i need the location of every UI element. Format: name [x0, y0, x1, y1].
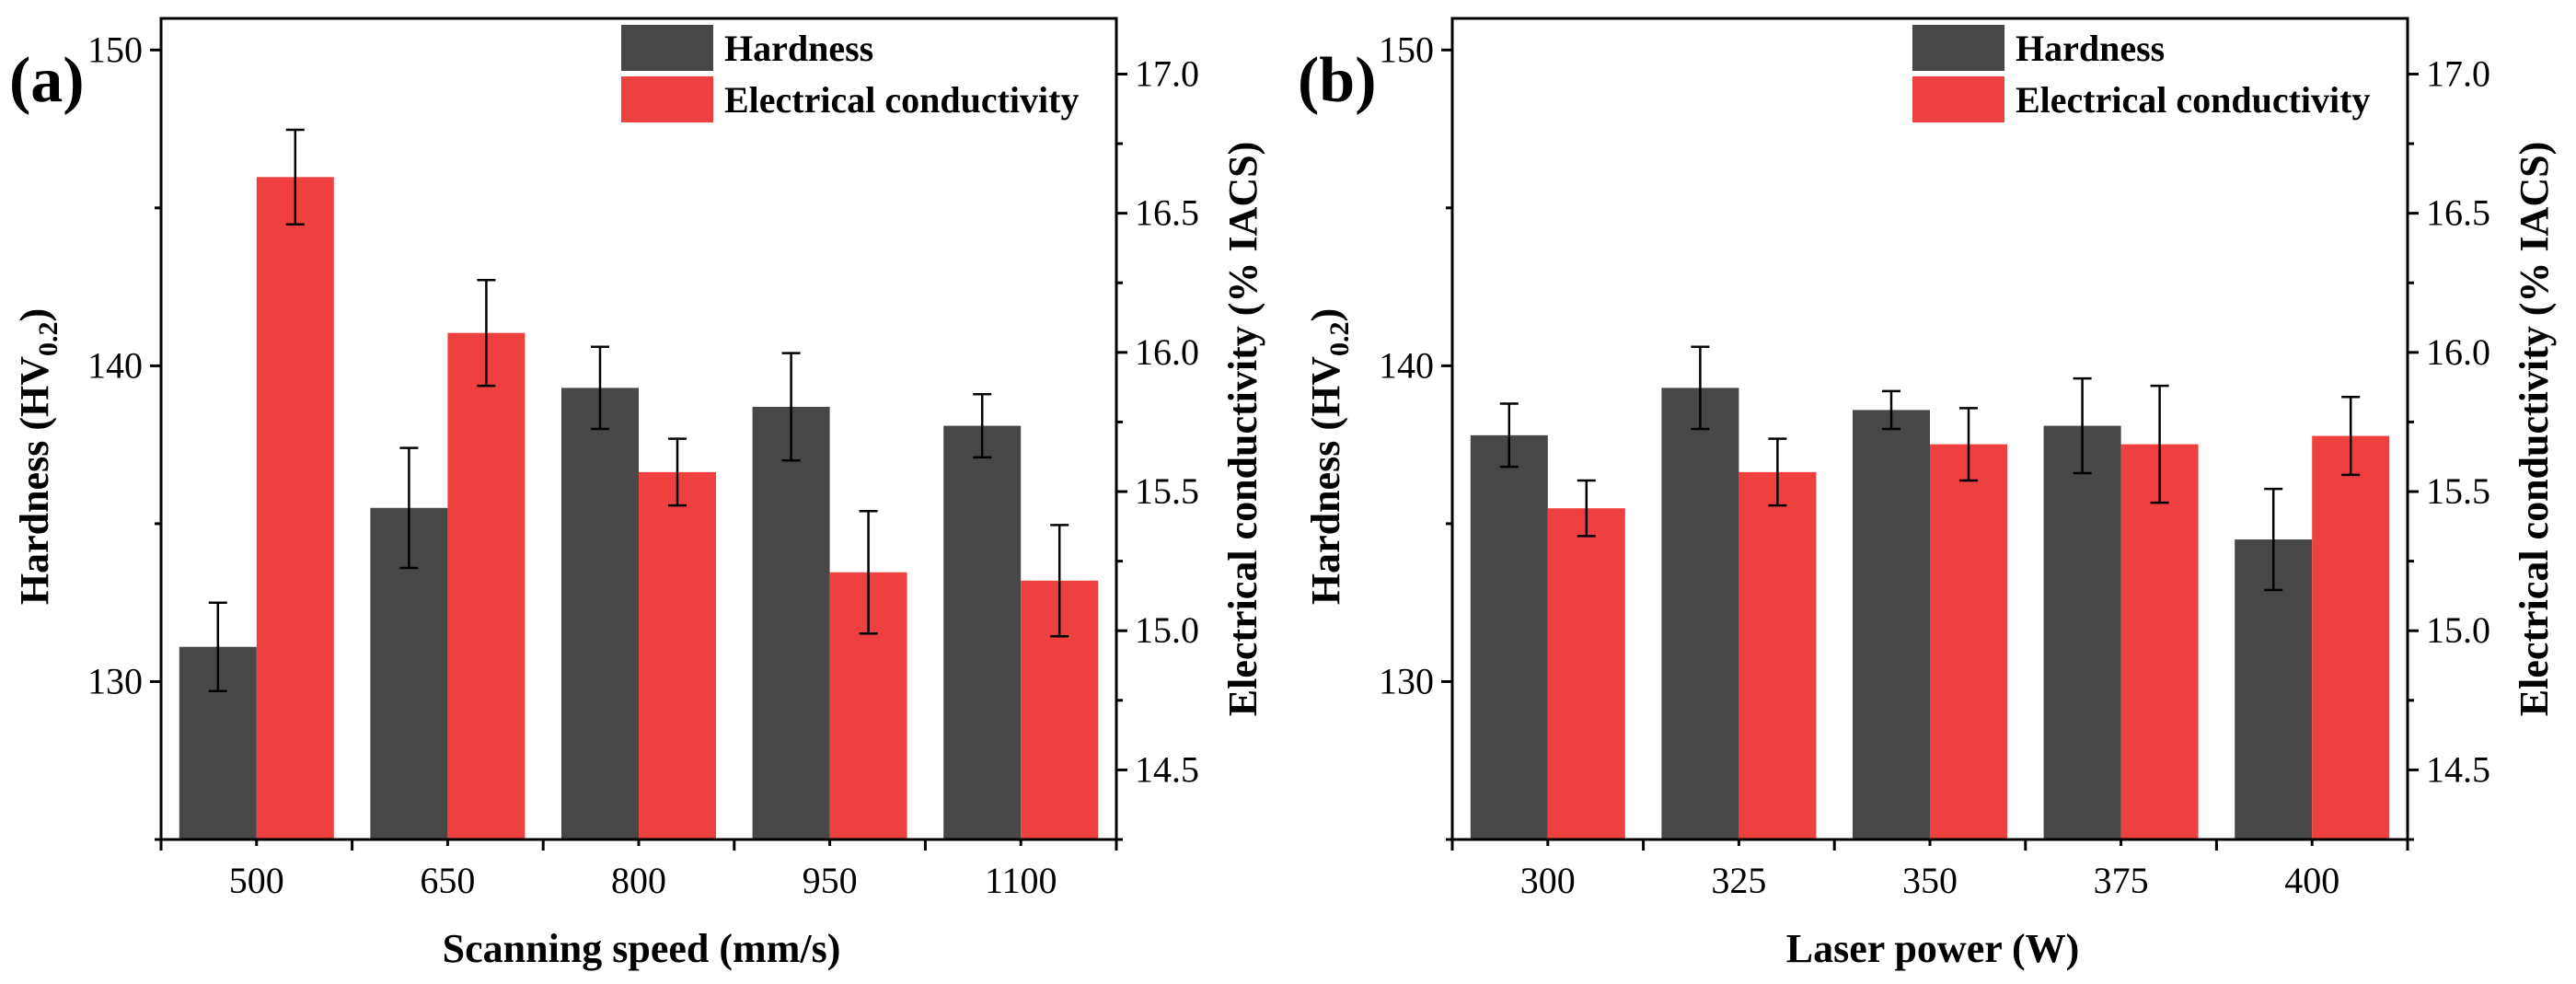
bar-conductivity — [1739, 471, 1817, 839]
legend-swatch-conductivity — [1912, 76, 2004, 122]
legend-label-conductivity: Electrical conductivity — [724, 79, 1079, 121]
y-tick-label-right: 14.5 — [2426, 748, 2490, 790]
x-tick-label: 300 — [1520, 860, 1576, 901]
x-axis-label: Laser power (W) — [1786, 926, 2080, 971]
x-tick-label: 1100 — [985, 860, 1057, 901]
bar-conductivity — [1547, 508, 1625, 839]
y-tick-label-left: 150 — [1379, 29, 1434, 70]
y-tick-label-left: 130 — [1379, 660, 1434, 701]
legend-swatch-hardness — [621, 25, 713, 71]
y-tick-label-right: 16.5 — [2426, 192, 2490, 234]
x-axis-label: Scanning speed (mm/s) — [443, 926, 841, 971]
bar-hardness — [943, 425, 1022, 839]
bar-conductivity — [256, 177, 334, 839]
legend-label-hardness: Hardness — [2016, 28, 2165, 69]
y-tick-label-left: 150 — [87, 29, 143, 70]
bar-conductivity — [639, 471, 716, 839]
bar-conductivity — [2120, 444, 2199, 839]
bar-hardness — [752, 406, 830, 839]
y-tick-label-right: 15.5 — [2426, 470, 2490, 512]
x-tick-label: 400 — [2284, 860, 2339, 901]
legend-swatch-hardness — [1912, 25, 2004, 71]
y-tick-label-right: 16.5 — [1135, 192, 1199, 234]
y-tick-label-right: 16.0 — [2426, 331, 2490, 373]
legend-label-hardness: Hardness — [724, 28, 873, 69]
y-axis-label-right: Electrical conductivity (% IACS) — [1220, 142, 1265, 716]
bar-hardness — [1470, 434, 1548, 839]
bar-hardness — [2043, 425, 2121, 839]
chart-panel-b: 300 325 350 375 400 130 140 150 14.5 15.0 15.5 16.0… — [1298, 17, 2557, 971]
bar-hardness — [561, 388, 639, 839]
y-axis-label-right: Electrical conductivity (% IACS) — [2512, 142, 2557, 716]
x-tick-label: 950 — [803, 860, 858, 901]
y-axis-label-left: Hardness (HV0.2) — [1303, 308, 1355, 605]
bar-hardness — [1661, 388, 1739, 839]
panel-label: (b) — [1298, 45, 1377, 116]
chart-panel-a: 500 650 800 950 1100 130 140 150 14.5 15.0 15.5 16.… — [9, 17, 1265, 971]
y-tick-label-left: 140 — [1379, 344, 1434, 386]
y-tick-label-right: 15.0 — [2426, 609, 2490, 651]
x-tick-label: 500 — [229, 860, 284, 901]
x-tick-label: 650 — [420, 860, 475, 901]
y-tick-label-right: 15.0 — [1135, 609, 1199, 651]
y-tick-label-left: 130 — [87, 660, 143, 701]
bar-conductivity — [447, 332, 526, 839]
x-tick-label: 350 — [1902, 860, 1958, 901]
panel-label: (a) — [9, 45, 85, 116]
y-axis-label-left: Hardness (HV0.2) — [12, 308, 64, 605]
y-tick-label-right: 14.5 — [1135, 748, 1199, 790]
x-tick-label: 800 — [611, 860, 666, 901]
y-tick-label-right: 17.0 — [2426, 52, 2490, 94]
bar-hardness — [1853, 410, 1930, 839]
legend-label-conductivity: Electrical conductivity — [2016, 79, 2370, 121]
x-tick-label: 325 — [1711, 860, 1766, 901]
y-tick-label-left: 140 — [87, 344, 143, 386]
bar-conductivity — [1930, 444, 2007, 839]
y-tick-label-right: 15.5 — [1135, 470, 1199, 512]
y-tick-label-right: 16.0 — [1135, 331, 1199, 373]
y-tick-label-right: 17.0 — [1135, 52, 1199, 94]
legend-swatch-conductivity — [621, 76, 713, 122]
x-tick-label: 375 — [2094, 860, 2149, 901]
bar-conductivity — [2312, 435, 2390, 839]
